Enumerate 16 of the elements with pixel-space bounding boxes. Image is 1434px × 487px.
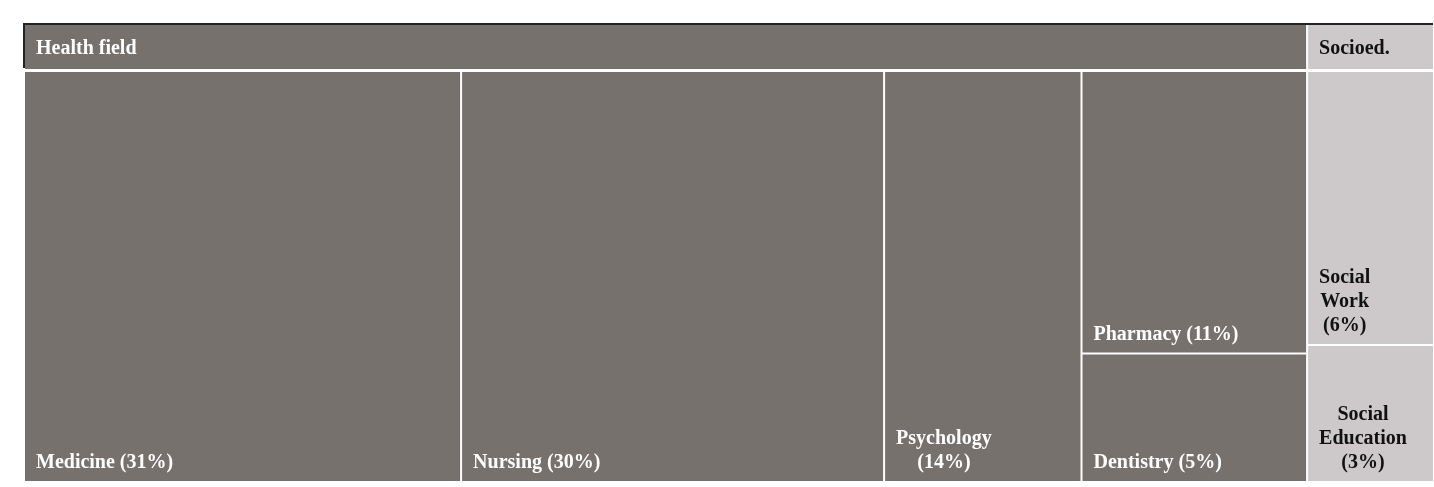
category-label: Social Work [1319,265,1371,311]
category-label: Social Education [1319,402,1407,448]
series-label: Health field [36,36,137,58]
category-label: Psychology [896,426,992,449]
data-label: (3%) [1341,450,1385,473]
data-label: (6%) [1322,313,1367,336]
data-label: (31%) [119,450,174,473]
series-label: Socioed. [1319,36,1390,58]
category-label: Nursing [473,450,543,473]
category-label: Medicine [36,450,115,472]
data-label: (11%) [1186,321,1239,345]
data-label: (5%) [1178,450,1222,473]
category-label: Dentistry [1093,450,1174,473]
data-label: (14%) [917,450,971,473]
data-label: (30%) [547,450,601,473]
category-label: Pharmacy [1093,321,1182,345]
